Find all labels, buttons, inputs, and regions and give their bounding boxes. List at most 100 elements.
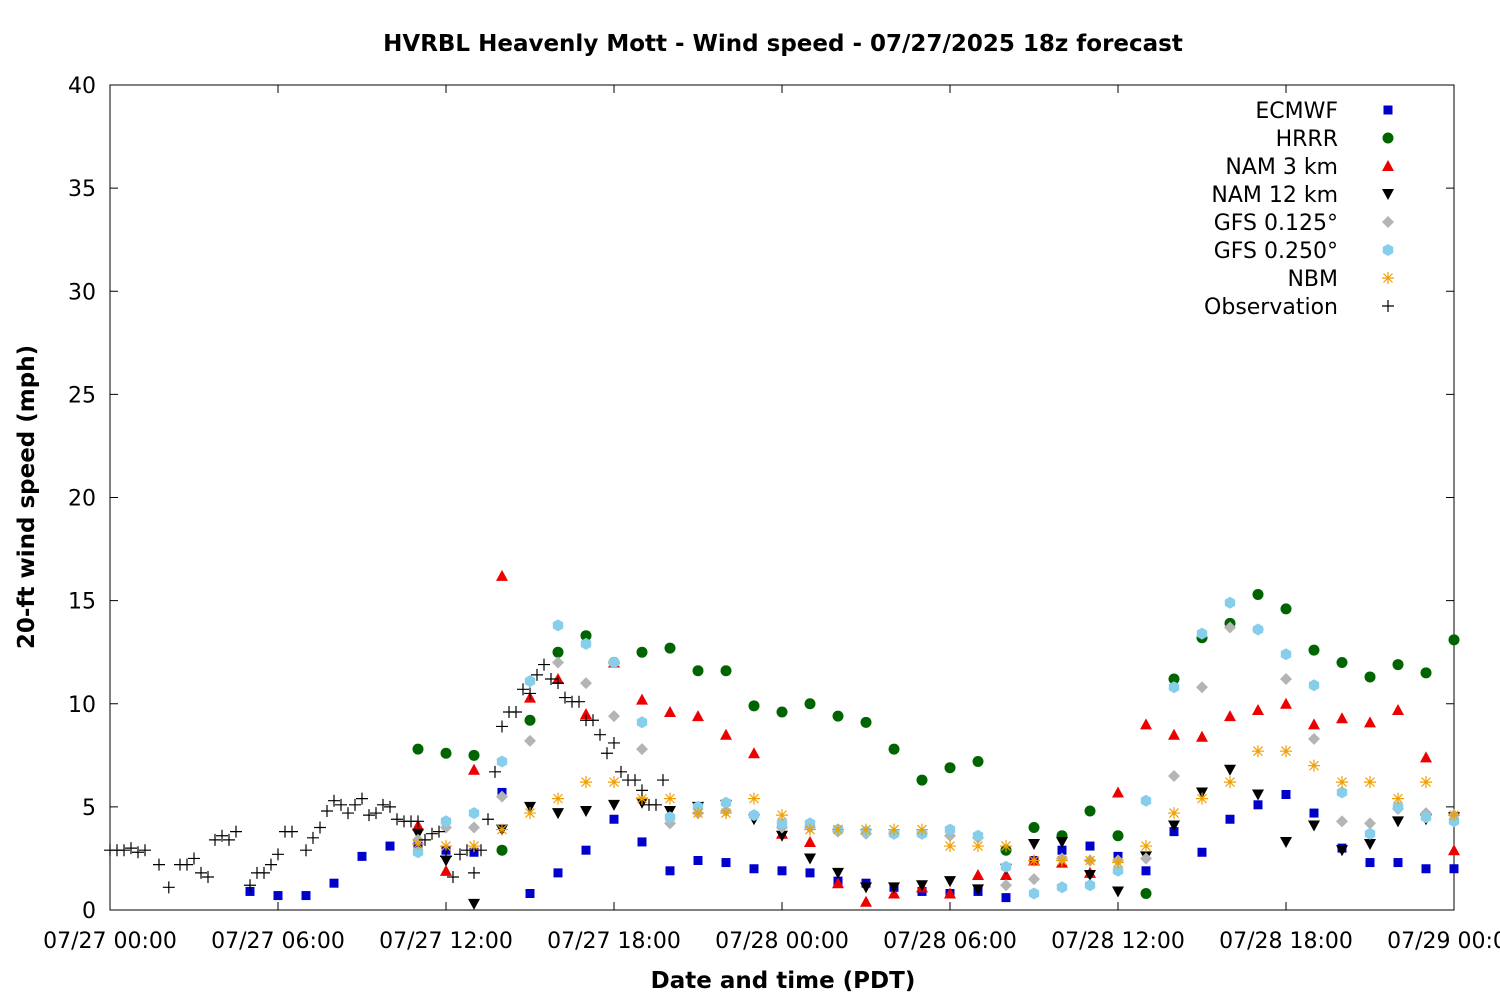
nam-3-km-point <box>468 763 480 775</box>
y-tick-label: 0 <box>82 899 96 924</box>
hrrr-point <box>1112 830 1124 842</box>
x-axis-label: Date and time (PDT) <box>651 968 916 994</box>
observation-point <box>181 858 193 871</box>
ecmwf-point <box>1085 841 1095 851</box>
nbm-point <box>1364 776 1376 789</box>
nbm-point <box>1168 807 1180 820</box>
nam-12-km-point <box>832 867 844 879</box>
ecmwf-point <box>749 864 759 874</box>
ecmwf-point <box>385 841 395 851</box>
hrrr-point <box>1028 822 1040 833</box>
legend-marker-nam-12-km <box>1382 189 1394 200</box>
nam-3-km-point <box>636 693 648 705</box>
observation-point <box>195 866 207 879</box>
gfs-0-125-point <box>1028 873 1040 886</box>
hrrr-point <box>468 749 480 761</box>
observation-point <box>419 833 431 846</box>
ecmwf-point <box>693 856 703 865</box>
legend-label-gfs-0-125: GFS 0.125° <box>1214 211 1338 236</box>
nam-3-km-point <box>1168 728 1180 740</box>
observation-point <box>300 844 312 857</box>
nam-3-km-point <box>1280 697 1292 709</box>
observation-point <box>230 825 242 838</box>
nam-3-km-point <box>972 868 984 880</box>
nam-12-km-point <box>1252 789 1264 801</box>
hrrr-point <box>832 710 844 722</box>
nbm-point <box>608 776 620 789</box>
nbm-point <box>720 807 732 820</box>
gfs-0-250-point <box>1252 623 1264 636</box>
gfs-0-250-point <box>1056 881 1068 894</box>
observation-point <box>608 736 620 749</box>
hrrr-point <box>496 844 508 856</box>
observation-point <box>349 798 361 811</box>
nbm-point <box>748 792 760 805</box>
legend-label-observation: Observation <box>1204 295 1338 320</box>
y-tick-label: 35 <box>68 177 96 202</box>
ecmwf-point <box>245 886 255 896</box>
nam-12-km-point <box>888 882 900 894</box>
x-tick-label: 07/28 12:00 <box>1051 929 1185 954</box>
y-tick-label: 25 <box>68 383 96 408</box>
observation-point <box>286 825 298 838</box>
nbm-point <box>496 823 508 836</box>
hrrr-point <box>1392 659 1404 671</box>
nam-12-km-point <box>580 806 592 817</box>
observation-point <box>601 747 613 760</box>
x-tick-label: 07/27 00:00 <box>43 929 177 954</box>
hrrr-point <box>916 774 928 786</box>
legend-label-ecmwf: ECMWF <box>1255 99 1338 124</box>
observation-point <box>468 866 480 879</box>
nam-12-km-point <box>972 884 984 896</box>
gfs-0-125-point <box>580 677 592 690</box>
x-tick-label: 07/27 18:00 <box>547 929 681 954</box>
gfs-0-250-point <box>1168 681 1180 694</box>
gfs-0-125-point <box>1140 852 1152 865</box>
nbm-point <box>1280 745 1292 758</box>
ecmwf-point <box>805 868 815 878</box>
legend-label-nbm: NBM <box>1287 267 1338 292</box>
ecmwf-point <box>1309 808 1319 818</box>
legend-marker-nam-3-km <box>1382 160 1394 171</box>
gfs-0-250-point <box>1028 887 1040 900</box>
gfs-0-250-point <box>664 811 676 824</box>
gfs-0-125-point <box>1196 681 1208 694</box>
nbm-point <box>1308 759 1320 772</box>
hrrr-point <box>860 716 872 728</box>
observation-point <box>426 827 438 840</box>
ecmwf-point <box>609 814 619 824</box>
observation-point <box>657 774 669 787</box>
ecmwf-point <box>273 891 283 901</box>
ecmwf-point <box>1141 866 1151 876</box>
legend-marker-observation <box>1382 300 1394 312</box>
hrrr-point <box>1364 671 1376 683</box>
nbm-point <box>1252 745 1264 758</box>
nbm-point <box>804 823 816 836</box>
nam-12-km-point <box>776 830 788 842</box>
observation-point <box>552 677 564 690</box>
observation-point <box>573 695 585 708</box>
gfs-0-250-point <box>1000 860 1012 873</box>
nam-12-km-point <box>860 882 872 894</box>
hrrr-point <box>552 646 564 658</box>
gfs-0-250-point <box>1224 596 1236 609</box>
ecmwf-point <box>665 866 675 876</box>
nam-3-km-point <box>440 864 452 876</box>
observation-point <box>153 858 165 871</box>
nam-12-km-point <box>1028 839 1040 850</box>
ecmwf-point <box>1281 790 1291 799</box>
observation-point <box>384 800 396 813</box>
nbm-point <box>1336 776 1348 789</box>
nam-12-km-point <box>1308 820 1320 832</box>
gfs-0-125-point <box>552 656 564 669</box>
nam-12-km-point <box>916 880 928 892</box>
observation-point <box>510 706 522 718</box>
ecmwf-point <box>1057 845 1067 855</box>
gfs-0-125-point <box>468 821 480 834</box>
ecmwf-point <box>1253 800 1263 810</box>
nam-3-km-point <box>1140 718 1152 730</box>
hrrr-point <box>748 700 760 712</box>
nam-3-km-point <box>720 728 732 740</box>
gfs-0-125-point <box>1000 879 1012 892</box>
